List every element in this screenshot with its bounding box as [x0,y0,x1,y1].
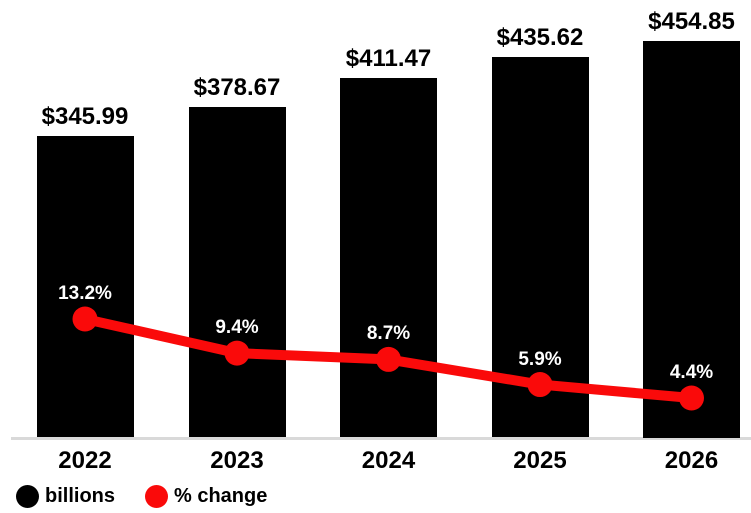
line-point-2026 [679,385,704,411]
legend-item-pct-change: % change [145,485,267,508]
pct-label-2026: 4.4% [669,362,714,383]
bar-2026 [643,40,740,438]
bar-value-label-2024: $411.47 [345,45,432,73]
bar-value-label-2023: $378.67 [193,73,281,101]
x-tick-2026: 2026 [664,446,719,474]
bar-2022 [36,135,134,438]
bar-2023 [188,106,286,438]
bar-value-label-2026: $454.85 [648,7,735,35]
x-tick-2022: 2022 [58,446,112,474]
pct-label-2025: 5.9% [518,348,562,370]
bar-value-label-2022: $345.99 [41,102,129,130]
pct-label-2022: 13.2% [58,283,112,304]
x-tick-2025: 2025 [513,446,567,474]
pct-label-2023: 9.4% [215,317,259,339]
pct-label-2024: 8.7% [366,323,411,345]
legend-label-pct-change: % change [174,485,268,507]
billions-circle-icon [16,485,39,508]
line-point-2025 [527,372,553,398]
legend: billions % change [16,485,267,508]
line-point-2023 [224,340,250,366]
bar-2024 [340,78,437,438]
bar-value-label-2025: $435.62 [496,24,584,52]
line-point-2022 [72,306,98,332]
x-tick-2024: 2024 [361,446,416,474]
x-tick-2023: 2023 [210,446,264,474]
x-axis-line [11,437,751,440]
legend-item-billions: billions [16,485,115,508]
pct-change-circle-icon [145,485,168,508]
line-point-2024 [376,346,401,372]
legend-label-billions: billions [45,485,115,507]
